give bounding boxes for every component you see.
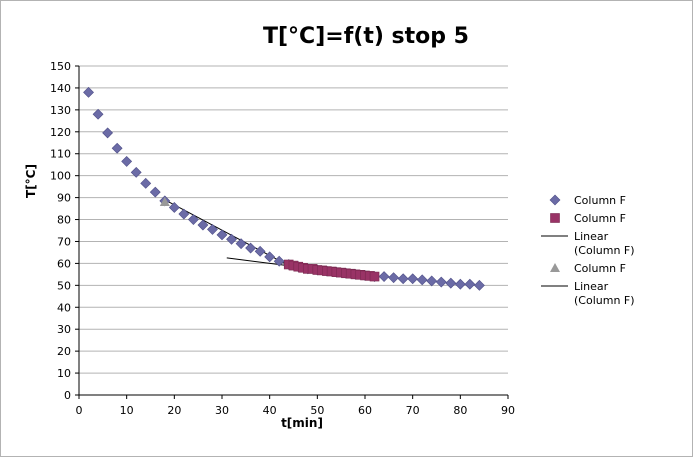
axes <box>75 65 509 399</box>
diamond-data-point <box>416 274 428 286</box>
x-tick-label: 20 <box>167 404 181 417</box>
x-tick-label: 50 <box>310 404 324 417</box>
grid-lines <box>79 65 508 374</box>
diamond-data-point <box>102 127 114 139</box>
y-tick-label: 110 <box>50 148 71 161</box>
y-tick-label: 80 <box>57 214 71 227</box>
x-tick-label: 40 <box>263 404 277 417</box>
diamond-data-point <box>207 223 218 235</box>
diamond-data-point <box>264 251 276 263</box>
diamond-data-point <box>426 275 438 287</box>
diamond-data-point <box>149 186 161 198</box>
diamond-data-point <box>388 272 400 284</box>
diamond-data-point <box>121 155 133 167</box>
legend-entry-label: Column F <box>574 262 626 275</box>
x-tick-label: 80 <box>453 404 467 417</box>
legend-entry-label: (Column F) <box>574 244 635 257</box>
x-tick-label: 60 <box>358 404 372 417</box>
diamond-data-point <box>140 177 152 189</box>
legend-diamond-symbol <box>549 194 561 206</box>
y-tick-label: 130 <box>50 104 71 117</box>
diamond-data-point <box>473 279 485 291</box>
diamond-data-point <box>187 214 199 225</box>
y-tick-label: 150 <box>50 60 71 73</box>
diamond-data-point <box>464 278 476 290</box>
diamond-data-point <box>130 166 142 178</box>
y-tick-label: 100 <box>50 170 71 183</box>
legend-entry-label: Linear <box>574 230 609 243</box>
y-tick-label: 40 <box>57 301 71 314</box>
diamond-data-point <box>254 245 266 257</box>
diamond-data-point <box>273 255 285 267</box>
diamond-data-point <box>83 86 94 98</box>
diamond-data-point <box>226 233 237 245</box>
diamond-data-point <box>92 108 104 120</box>
x-axis-label: t[min] <box>281 416 323 430</box>
trendlines <box>164 199 375 278</box>
data-points <box>83 86 485 291</box>
diamond-data-point <box>178 208 190 220</box>
y-axis-label: T[°C] <box>24 164 38 198</box>
y-tick-label: 50 <box>57 279 71 292</box>
y-tick-label: 140 <box>50 82 71 95</box>
diamond-data-point <box>445 277 457 289</box>
y-tick-label: 60 <box>57 257 71 270</box>
x-tick-label: 90 <box>501 404 515 417</box>
diamond-data-point <box>435 276 447 288</box>
y-tick-label: 120 <box>50 126 71 139</box>
diamond-data-point <box>397 273 409 285</box>
diamond-data-point <box>168 202 180 213</box>
chart-title: T[°C]=f(t) stop 5 <box>263 24 469 49</box>
legend-triangle-symbol <box>550 263 560 272</box>
y-tick-label: 20 <box>57 345 71 358</box>
triangle-data-point <box>159 196 170 206</box>
diamond-data-point <box>378 271 390 282</box>
x-tick-label: 30 <box>215 404 229 417</box>
legend-entry-label: Column F <box>574 194 626 207</box>
y-tick-label: 0 <box>64 389 71 402</box>
legend-entry-label: Linear <box>574 280 609 293</box>
tick-labels: 0 10 20 30 40 50 60 70 80 90 100 110 120 130 140 150 0 10… <box>50 60 515 417</box>
diamond-data-point <box>245 242 257 254</box>
x-tick-label: 70 <box>406 404 420 417</box>
legend-square-symbol <box>550 213 560 223</box>
y-tick-label: 30 <box>57 323 71 336</box>
x-tick-label: 0 <box>76 404 83 417</box>
x-tick-label: 10 <box>120 404 134 417</box>
y-tick-label: 70 <box>57 235 71 248</box>
square-data-point <box>369 271 380 282</box>
diamond-data-point <box>235 238 247 250</box>
diamond-data-point <box>454 278 466 290</box>
legend-entry-label: Column F <box>574 212 626 225</box>
diamond-data-point <box>407 273 419 285</box>
diamond-data-point <box>216 229 228 241</box>
y-tick-label: 10 <box>57 367 71 380</box>
y-tick-label: 90 <box>57 192 71 205</box>
diamond-data-point <box>111 142 123 154</box>
legend-entry-label: (Column F) <box>574 294 635 307</box>
diamond-data-point <box>197 219 209 231</box>
